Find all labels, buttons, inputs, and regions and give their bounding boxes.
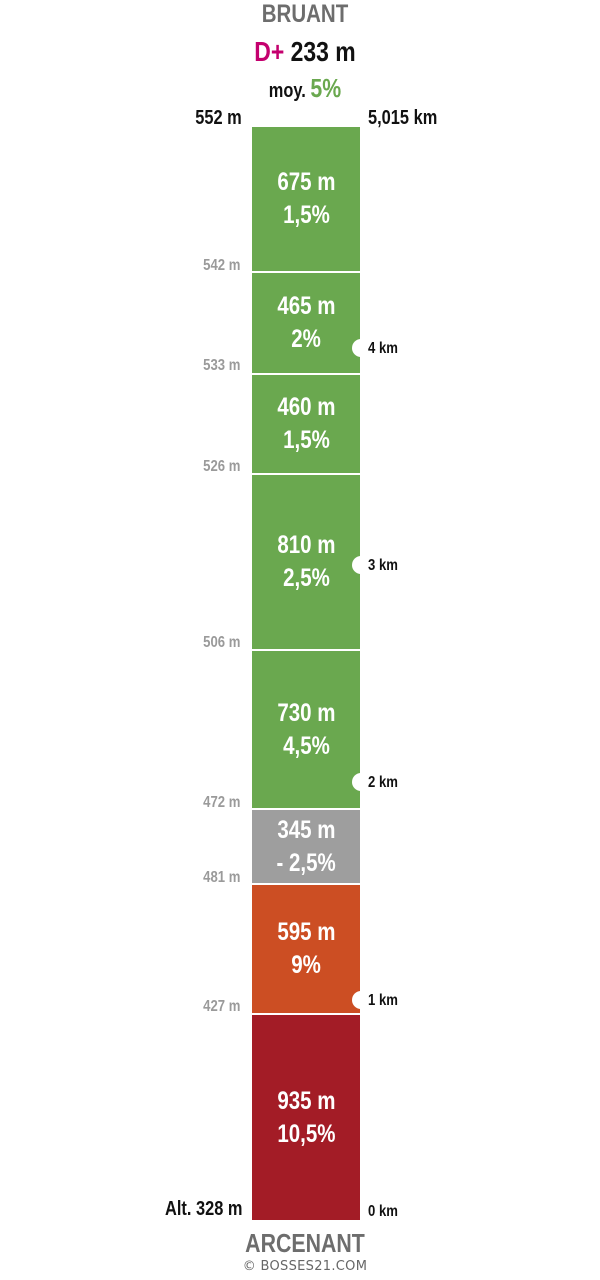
altitude-mark: 533 m <box>202 357 240 374</box>
average-grade-label: moy. <box>268 80 306 102</box>
base-altitude: Alt. 328 m <box>164 1198 242 1220</box>
segment: 460 m 1,5% <box>252 375 360 475</box>
climb-profile-bar: 675 m 1,5% 465 m 2% 460 m 1,5% 810 m 2,5… <box>252 127 360 1220</box>
altitude-mark: 542 m <box>202 257 240 274</box>
segment: 935 m 10,5% <box>252 1015 360 1220</box>
altitude-mark: 427 m <box>202 998 240 1015</box>
segment: 810 m 2,5% <box>252 475 360 651</box>
segment-length: 935 m <box>276 1086 336 1115</box>
segment: 730 m 4,5% <box>252 651 360 810</box>
col-name: BRUANT <box>261 0 349 28</box>
segment-length: 595 m <box>276 918 336 946</box>
elevation-gain: D+ 233 m <box>178 36 432 68</box>
km-marker-notch <box>352 991 370 1009</box>
km-mark: 0 km <box>368 1203 398 1220</box>
segment-length: 345 m <box>276 815 336 844</box>
average-grade-value: 5% <box>310 73 342 103</box>
km-mark: 2 km <box>368 774 398 791</box>
segment: 465 m 2% <box>252 273 360 375</box>
km-mark: 4 km <box>368 340 398 357</box>
altitude-mark: 472 m <box>202 794 240 811</box>
elevation-gain-value: 233 m <box>290 36 356 67</box>
credit: © BOSSES21.COM <box>242 1259 368 1274</box>
segment: 675 m 1,5% <box>252 127 360 273</box>
segment-length: 810 m <box>276 531 336 559</box>
start-name: ARCENANT <box>245 1228 365 1258</box>
segment-length: 675 m <box>276 168 336 196</box>
average-grade: moy. 5% <box>178 73 432 104</box>
segment-grade: - 2,5% <box>276 848 336 877</box>
km-marker-notch <box>352 556 370 574</box>
elevation-gain-label: D+ <box>254 36 285 67</box>
segment-grade: 1,5% <box>282 426 330 454</box>
segment-grade: 1,5% <box>282 201 330 229</box>
km-marker-notch <box>352 339 370 357</box>
segment-length: 730 m <box>276 698 336 727</box>
km-mark: 3 km <box>368 557 398 574</box>
segment-grade: 2% <box>291 325 321 353</box>
altitude-mark: 526 m <box>202 458 240 475</box>
altitude-mark: 506 m <box>202 634 240 651</box>
segment-length: 465 m <box>276 292 336 320</box>
segment-grade: 4,5% <box>282 731 330 760</box>
total-distance: 5,015 km <box>368 107 438 129</box>
segment: 595 m 9% <box>252 885 360 1015</box>
km-marker-notch <box>352 773 370 791</box>
altitude-mark: 481 m <box>202 869 240 886</box>
segment-grade: 10,5% <box>276 1119 336 1148</box>
summit-altitude: 552 m <box>195 107 242 129</box>
segment: 345 m - 2,5% <box>252 810 360 885</box>
segment-grade: 9% <box>291 951 321 979</box>
segment-grade: 2,5% <box>282 564 330 592</box>
segment-length: 460 m <box>276 393 336 421</box>
km-mark: 1 km <box>368 992 398 1009</box>
